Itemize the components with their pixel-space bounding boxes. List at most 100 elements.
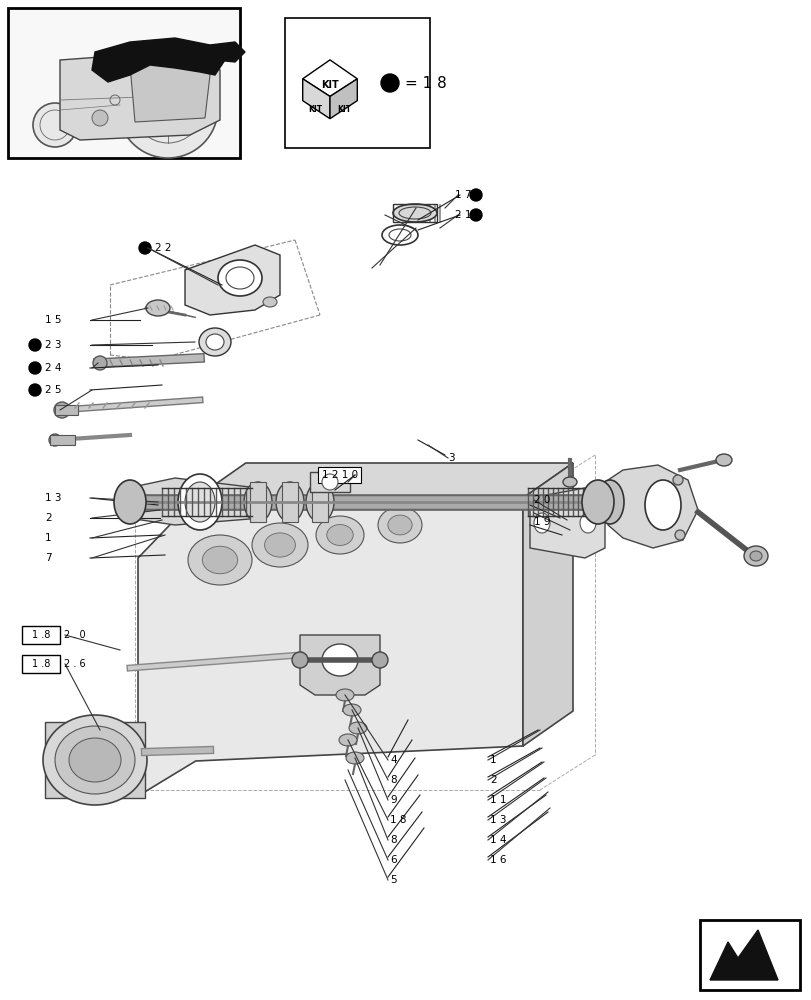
Circle shape xyxy=(92,110,108,126)
Ellipse shape xyxy=(388,515,412,535)
Text: 5: 5 xyxy=(389,875,396,885)
Text: 3: 3 xyxy=(448,453,454,463)
Circle shape xyxy=(139,242,151,254)
Ellipse shape xyxy=(206,334,224,350)
Polygon shape xyxy=(45,722,145,798)
Text: 1 2 1 0: 1 2 1 0 xyxy=(322,470,358,480)
Ellipse shape xyxy=(251,523,307,567)
Ellipse shape xyxy=(322,644,358,676)
Ellipse shape xyxy=(306,482,333,522)
Polygon shape xyxy=(210,42,245,62)
Ellipse shape xyxy=(114,480,146,524)
Circle shape xyxy=(33,103,77,147)
Polygon shape xyxy=(130,58,210,122)
Polygon shape xyxy=(55,405,78,415)
Text: 2 . 6: 2 . 6 xyxy=(64,659,85,669)
Ellipse shape xyxy=(749,551,761,561)
Text: 1 7: 1 7 xyxy=(454,190,471,200)
Ellipse shape xyxy=(243,482,272,522)
Text: 9: 9 xyxy=(389,795,396,805)
Ellipse shape xyxy=(69,738,121,782)
Text: 2: 2 xyxy=(45,513,52,523)
Ellipse shape xyxy=(188,535,251,585)
Text: 1 3: 1 3 xyxy=(45,493,62,503)
Polygon shape xyxy=(299,635,380,695)
Ellipse shape xyxy=(579,513,595,533)
Polygon shape xyxy=(522,463,573,746)
Ellipse shape xyxy=(562,477,577,487)
Ellipse shape xyxy=(264,533,295,557)
Polygon shape xyxy=(311,482,328,522)
Ellipse shape xyxy=(185,482,215,522)
Polygon shape xyxy=(60,50,220,140)
Ellipse shape xyxy=(55,726,135,794)
Text: 1 .8: 1 .8 xyxy=(32,630,50,640)
Polygon shape xyxy=(530,488,604,558)
Ellipse shape xyxy=(336,689,354,701)
Circle shape xyxy=(672,475,682,485)
Text: KIT: KIT xyxy=(308,105,322,114)
Text: 1 .8: 1 .8 xyxy=(32,659,50,669)
Text: 2 . 0: 2 . 0 xyxy=(64,630,85,640)
Ellipse shape xyxy=(581,480,613,524)
Ellipse shape xyxy=(743,546,767,566)
Text: 1 1: 1 1 xyxy=(489,795,506,805)
Text: = 1 8: = 1 8 xyxy=(405,76,446,91)
Ellipse shape xyxy=(217,260,262,296)
Ellipse shape xyxy=(371,652,388,668)
Ellipse shape xyxy=(43,715,147,805)
Circle shape xyxy=(470,209,482,221)
Circle shape xyxy=(49,434,61,446)
Text: 1 4: 1 4 xyxy=(489,835,506,845)
Text: 1 8: 1 8 xyxy=(389,815,406,825)
Text: 2 2: 2 2 xyxy=(155,243,171,253)
Polygon shape xyxy=(709,930,777,980)
Ellipse shape xyxy=(715,454,731,466)
Polygon shape xyxy=(303,60,357,96)
Circle shape xyxy=(29,339,41,351)
Ellipse shape xyxy=(595,480,623,524)
Circle shape xyxy=(118,58,217,158)
Ellipse shape xyxy=(322,474,337,490)
Ellipse shape xyxy=(393,204,436,222)
Polygon shape xyxy=(50,435,75,445)
Ellipse shape xyxy=(326,525,353,545)
Circle shape xyxy=(470,189,482,201)
Polygon shape xyxy=(8,8,240,158)
Text: 4: 4 xyxy=(389,755,396,765)
Polygon shape xyxy=(195,463,573,498)
Ellipse shape xyxy=(199,328,230,356)
Text: 1 5: 1 5 xyxy=(45,315,62,325)
Ellipse shape xyxy=(342,704,361,716)
Ellipse shape xyxy=(338,734,357,746)
Text: 6: 6 xyxy=(389,855,396,865)
Polygon shape xyxy=(128,478,262,525)
Text: 1 6: 1 6 xyxy=(489,855,506,865)
Ellipse shape xyxy=(276,482,303,522)
Polygon shape xyxy=(92,38,225,82)
Circle shape xyxy=(54,402,70,418)
Circle shape xyxy=(93,356,107,370)
Polygon shape xyxy=(250,482,266,522)
Ellipse shape xyxy=(315,516,363,554)
Polygon shape xyxy=(329,79,357,119)
Ellipse shape xyxy=(116,482,144,522)
Polygon shape xyxy=(303,79,329,119)
Text: 7: 7 xyxy=(45,553,52,563)
Circle shape xyxy=(29,384,41,396)
Ellipse shape xyxy=(146,300,169,316)
Ellipse shape xyxy=(202,546,238,574)
Polygon shape xyxy=(77,746,113,774)
Ellipse shape xyxy=(292,652,307,668)
Polygon shape xyxy=(138,498,522,796)
Ellipse shape xyxy=(263,297,277,307)
Text: 2 0: 2 0 xyxy=(534,495,550,505)
Polygon shape xyxy=(607,465,697,548)
Text: 2 4: 2 4 xyxy=(45,363,62,373)
Text: KIT: KIT xyxy=(320,80,338,90)
Polygon shape xyxy=(22,626,60,644)
Text: 8: 8 xyxy=(389,835,396,845)
Polygon shape xyxy=(285,18,430,148)
Text: KIT: KIT xyxy=(337,105,351,114)
Ellipse shape xyxy=(534,513,549,533)
